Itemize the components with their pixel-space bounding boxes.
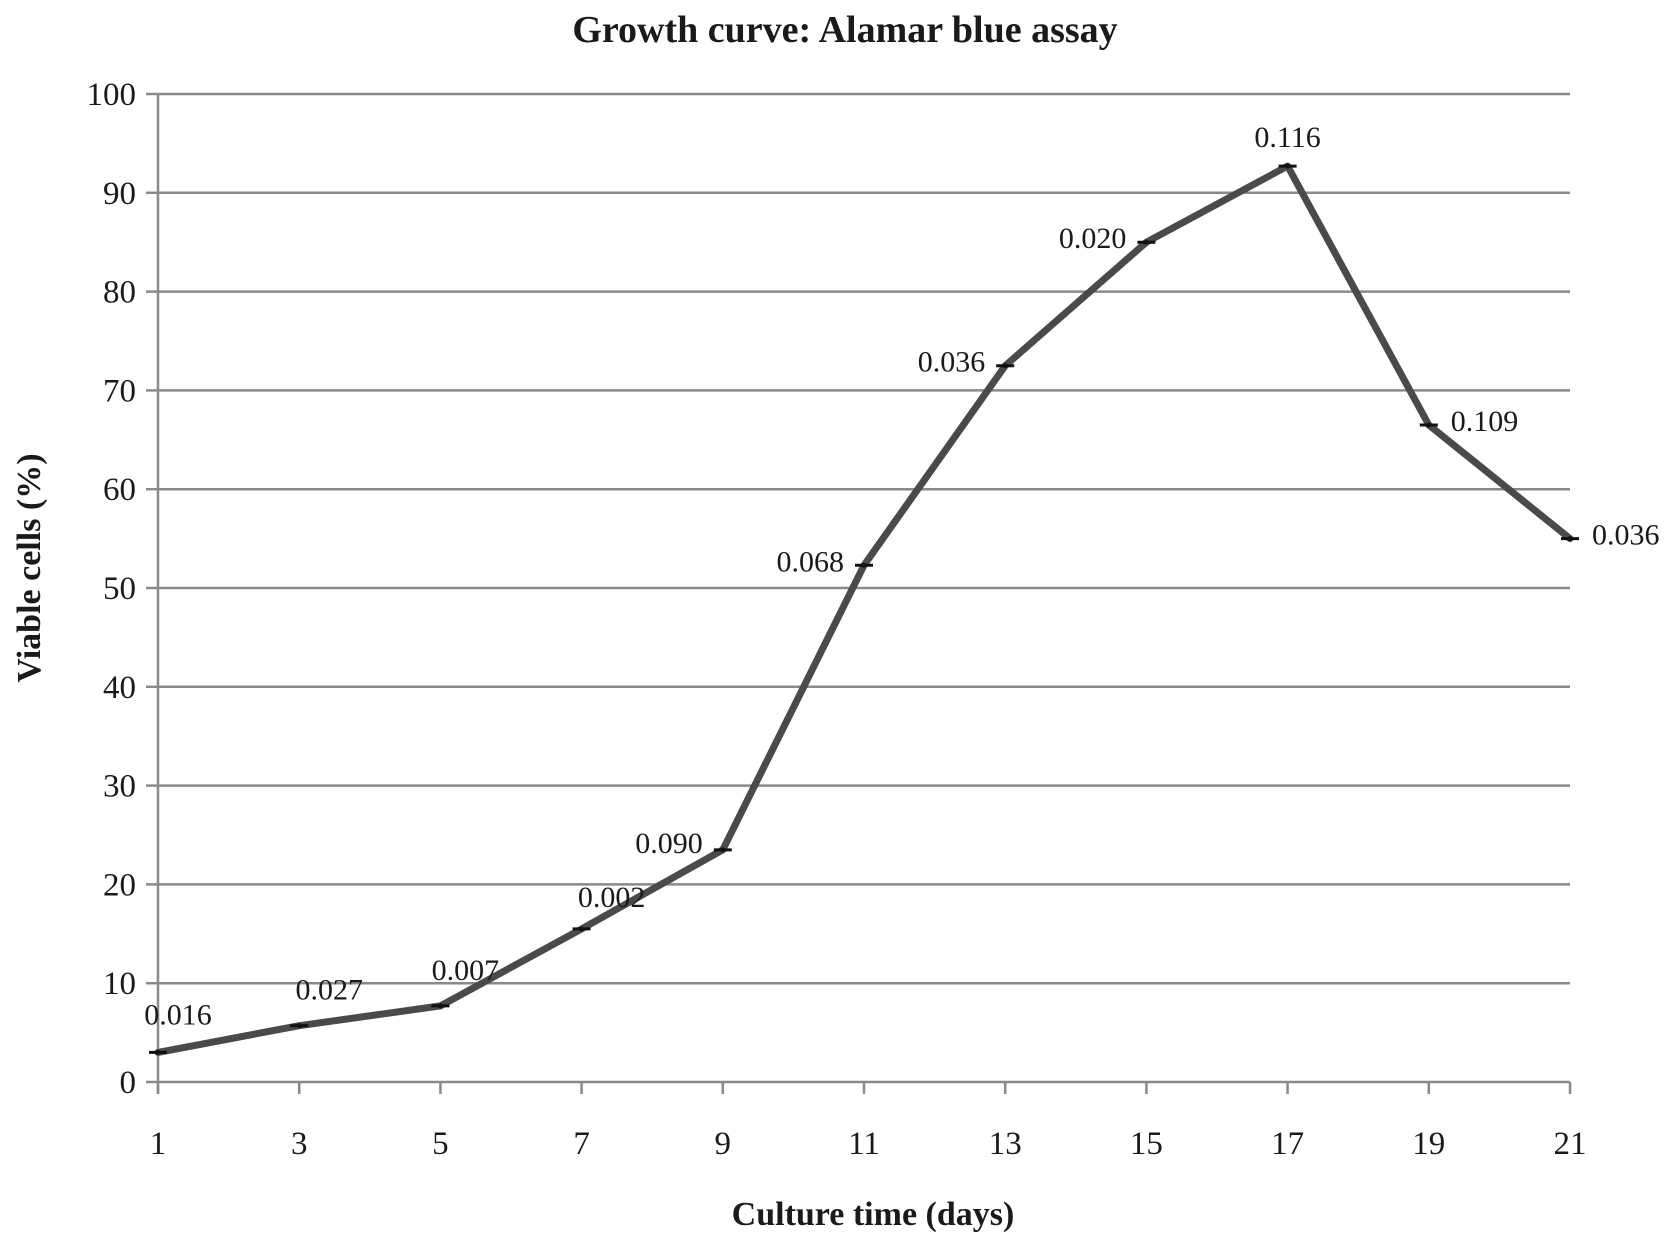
y-tick-label: 30 [103,769,136,805]
x-tick-label: 19 [1412,1126,1445,1162]
y-tick-label: 100 [87,77,137,113]
data-point [1002,363,1008,369]
y-tick-labels: 0 10 20 30 40 50 60 70 80 90 100 [87,77,137,1101]
y-tick-label: 80 [103,275,136,311]
x-tick-label: 15 [1130,1126,1163,1162]
data-point [1143,239,1149,245]
data-label: 0.116 [1254,121,1320,154]
x-tick-label: 13 [989,1126,1022,1162]
data-point [1426,422,1432,428]
x-tick-label: 21 [1554,1126,1587,1162]
data-labels: 0.016 0.027 0.007 0.002 0.090 0.068 0.036 0.020… [144,121,1659,1031]
data-label: 0.027 [295,974,363,1007]
data-point [1567,536,1573,542]
data-point [861,562,867,568]
series-layer [149,162,1579,1056]
y-tick-label: 0 [120,1065,137,1101]
x-axis-title: Culture time (days) [732,1196,1015,1233]
y-tick-label: 70 [103,373,136,409]
x-tick-label: 11 [848,1126,880,1162]
x-tick-labels: 1 3 5 7 9 11 13 15 17 19 21 [150,1126,1587,1162]
data-point [296,1023,302,1029]
y-tick-label: 40 [103,670,136,706]
data-label: 0.020 [1059,222,1127,255]
axes [146,92,1572,1094]
y-tick-label: 20 [103,867,136,903]
x-tick-label: 17 [1271,1126,1304,1162]
x-tick-label: 5 [432,1126,449,1162]
y-tick-label: 60 [103,472,136,508]
x-tick-label: 1 [150,1126,167,1162]
data-label: 0.090 [635,827,703,860]
y-tick-label: 50 [103,571,136,607]
data-point [579,926,585,932]
data-label: 0.036 [1592,519,1660,552]
series-line [154,162,1574,1056]
chart-title: Growth curve: Alamar blue assay [572,9,1117,51]
y-axis-title: Viable cells (%) [11,453,48,682]
data-point [155,1049,161,1055]
data-label: 0.007 [432,954,500,987]
data-label: 0.068 [777,545,845,578]
data-point [1285,163,1291,169]
gridlines [158,92,1570,985]
data-label: 0.109 [1451,405,1519,438]
data-label: 0.016 [144,998,212,1031]
data-label: 0.036 [918,346,986,379]
y-tick-label: 90 [103,176,136,212]
data-point [720,847,726,853]
x-tick-label: 3 [291,1126,308,1162]
x-tick-label: 7 [573,1126,590,1162]
x-tick-label: 9 [715,1126,732,1162]
data-label: 0.002 [578,881,646,914]
data-point [437,1003,443,1009]
y-tick-label: 10 [103,966,136,1002]
